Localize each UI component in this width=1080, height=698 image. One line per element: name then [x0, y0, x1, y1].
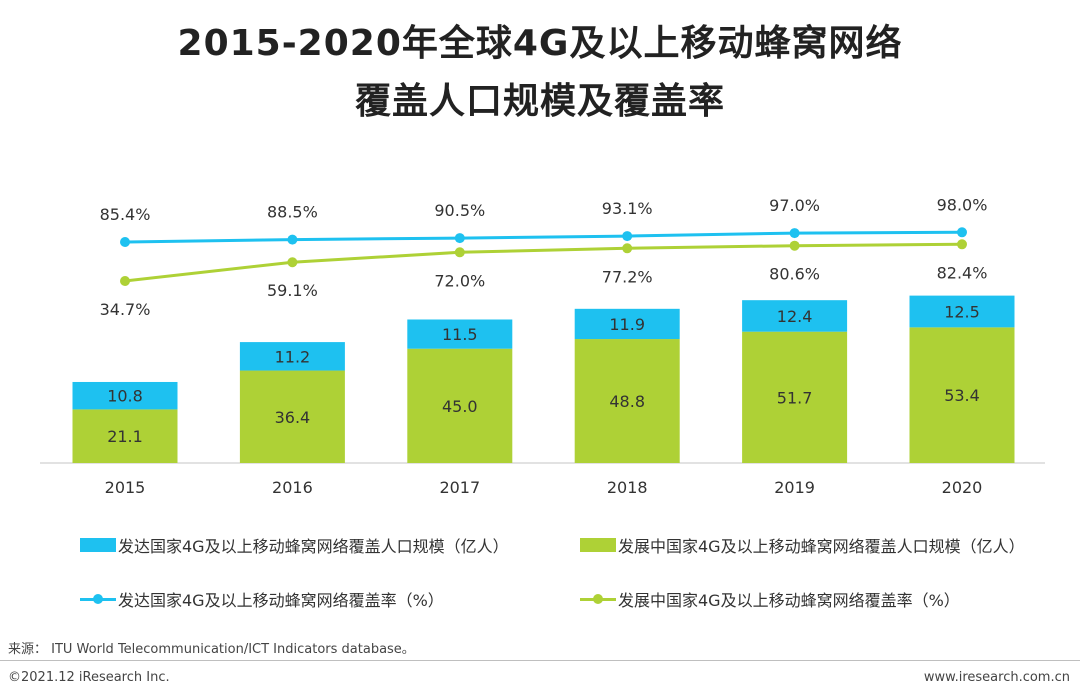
x-tick-2020: 2020 — [942, 478, 983, 497]
line-label-developing-2016: 59.1% — [267, 281, 318, 300]
combo-chart: 21.1 10.8 2015 36.4 11.2 2016 45.0 11.5 2017 48.8… — [40, 195, 1045, 497]
x-tick-2016: 2016 — [272, 478, 313, 497]
bar-label-developing-2017: 45.0 — [442, 397, 478, 416]
copyright: ©2021.12 iResearch Inc. — [8, 670, 170, 685]
x-tick-2015: 2015 — [105, 478, 146, 497]
x-tick-2017: 2017 — [439, 478, 480, 497]
bar-developed-2018 — [574, 308, 680, 340]
bar-developed-2020 — [909, 295, 1015, 328]
line-label-developing-2020: 82.4% — [937, 263, 988, 282]
bar-label-developing-2018: 48.8 — [609, 392, 645, 411]
line-developing — [124, 242, 963, 283]
legend-swatch-developing-line — [580, 592, 616, 606]
legend-developed-line: 发达国家4G及以上移动蜂窝网络覆盖率（%） — [80, 587, 444, 611]
line-point-developing-2015 — [120, 276, 130, 286]
line-point-developed-2018 — [622, 231, 633, 242]
line-label-developing-2015: 34.7% — [100, 300, 151, 319]
legend-label-developed-bar: 发达国家4G及以上移动蜂窝网络覆盖人口规模（亿人） — [118, 537, 509, 556]
bar-developed-2015 — [72, 381, 178, 410]
legend-label-developing-line: 发展中国家4G及以上移动蜂窝网络覆盖率（%） — [618, 591, 960, 610]
bar-label-developing-2019: 51.7 — [777, 388, 813, 407]
legend-swatch-developed-bar — [80, 538, 116, 552]
line-point-developing-2020 — [957, 239, 967, 250]
bar-label-developed-2017: 11.5 — [442, 325, 478, 344]
legend-developed-bar: 发达国家4G及以上移动蜂窝网络覆盖人口规模（亿人） — [80, 533, 509, 557]
bar-label-developing-2015: 21.1 — [107, 427, 143, 446]
bar-developed-2019 — [742, 300, 848, 332]
line-point-developed-2016 — [287, 234, 298, 245]
line-point-developing-2017 — [454, 247, 465, 258]
line-label-developed-2016: 88.5% — [267, 203, 318, 222]
line-point-developed-2015 — [120, 237, 130, 247]
bar-developed-2017 — [407, 319, 513, 349]
bar-developing-2015 — [72, 409, 178, 463]
line-label-developing-2017: 72.0% — [434, 271, 485, 290]
line-developed — [124, 230, 963, 244]
legend-label-developed-line: 发达国家4G及以上移动蜂窝网络覆盖率（%） — [118, 591, 444, 610]
bar-developing-2016 — [239, 370, 345, 463]
legend-developing-line: 发展中国家4G及以上移动蜂窝网络覆盖率（%） — [580, 587, 960, 611]
bar-label-developed-2015: 10.8 — [107, 387, 143, 406]
line-point-developed-2017 — [454, 233, 465, 244]
line-label-developed-2017: 90.5% — [434, 201, 485, 220]
bar-label-developed-2020: 12.5 — [944, 302, 980, 321]
line-label-developed-2019: 97.0% — [769, 196, 820, 215]
legend-label-developing-bar: 发展中国家4G及以上移动蜂窝网络覆盖人口规模（亿人） — [618, 537, 1025, 556]
bar-developing-2020 — [909, 327, 1015, 463]
bar-label-developed-2019: 12.4 — [777, 307, 813, 326]
legend-developing-bar: 发展中国家4G及以上移动蜂窝网络覆盖人口规模（亿人） — [580, 533, 1025, 557]
footer-divider — [0, 660, 1080, 661]
line-point-developing-2019 — [789, 240, 800, 251]
website-link[interactable]: www.iresearch.com.cn — [923, 670, 1070, 685]
x-tick-2019: 2019 — [774, 478, 815, 497]
bar-label-developing-2016: 36.4 — [275, 408, 311, 427]
chart-title-line1: 2015-2020年全球4G及以上移动蜂窝网络 — [177, 23, 903, 64]
line-label-developed-2018: 93.1% — [602, 199, 653, 218]
line-point-developed-2020 — [957, 227, 967, 238]
line-label-developing-2018: 77.2% — [602, 267, 653, 286]
bar-developing-2017 — [407, 348, 513, 463]
chart-title-line2: 覆盖人口规模及覆盖率 — [354, 81, 725, 122]
source-note: 来源： ITU World Telecommunication/ICT Indi… — [8, 642, 415, 657]
bar-developing-2019 — [742, 331, 848, 463]
bar-label-developing-2020: 53.4 — [944, 386, 980, 405]
line-point-developed-2019 — [789, 228, 800, 239]
line-point-developing-2016 — [287, 257, 298, 268]
line-label-developing-2019: 80.6% — [769, 265, 820, 284]
bar-label-developed-2016: 11.2 — [275, 347, 311, 366]
legend-swatch-developing-bar — [580, 538, 616, 552]
x-tick-2018: 2018 — [607, 478, 648, 497]
bar-developed-2016 — [239, 342, 345, 371]
bar-label-developed-2018: 11.9 — [609, 315, 645, 334]
bar-developing-2018 — [574, 339, 680, 463]
legend-swatch-developed-line — [80, 592, 116, 606]
line-label-developed-2020: 98.0% — [937, 195, 988, 214]
line-point-developing-2018 — [622, 243, 633, 254]
line-label-developed-2015: 85.4% — [100, 205, 151, 224]
